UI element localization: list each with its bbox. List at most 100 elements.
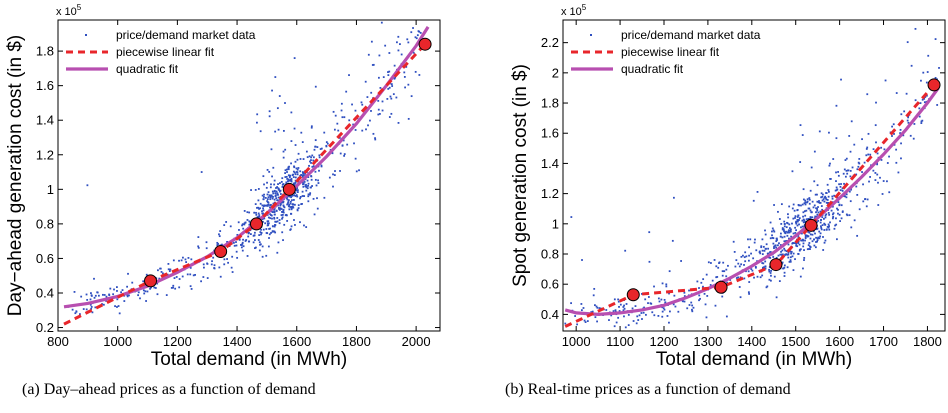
data-point: [869, 153, 872, 156]
x-tick-label: 1000: [562, 334, 591, 349]
data-point: [864, 198, 866, 201]
data-point: [310, 125, 313, 128]
data-point: [341, 116, 344, 119]
y-tick-label: 0.8: [36, 216, 54, 231]
data-point: [270, 231, 272, 234]
data-point: [783, 235, 786, 238]
data-point: [259, 243, 262, 246]
data-point: [771, 234, 773, 237]
data-point: [170, 286, 173, 289]
data-point: [279, 189, 282, 192]
data-point: [257, 239, 260, 241]
data-point: [661, 310, 664, 313]
data-point: [831, 195, 834, 198]
data-point: [205, 241, 208, 244]
data-point: [762, 262, 765, 265]
data-point: [283, 206, 286, 209]
data-point: [247, 235, 250, 238]
data-point: [159, 267, 161, 270]
data-point: [699, 297, 701, 300]
data-point: [284, 172, 287, 174]
data-point: [294, 195, 297, 197]
data-point: [293, 171, 296, 174]
data-point: [831, 213, 834, 216]
data-point: [605, 309, 608, 311]
data-point: [274, 192, 277, 195]
data-point: [279, 207, 282, 210]
y-tick-label: 1: [552, 216, 559, 231]
data-point: [906, 41, 909, 44]
data-point: [683, 291, 686, 294]
data-point: [764, 229, 766, 232]
data-point: [850, 226, 853, 229]
data-point: [403, 76, 406, 78]
data-point: [284, 176, 287, 178]
data-point: [325, 144, 328, 147]
data-point: [781, 261, 784, 264]
data-point: [295, 167, 298, 170]
data-point: [241, 241, 244, 244]
data-point: [804, 203, 807, 206]
data-point: [733, 250, 736, 253]
data-point: [899, 128, 902, 131]
data-point: [824, 223, 827, 226]
data-point: [789, 256, 792, 259]
data-point: [352, 123, 355, 126]
data-point: [797, 235, 800, 237]
data-point: [750, 268, 753, 271]
data-point: [226, 241, 229, 243]
data-point: [663, 308, 666, 311]
data-point: [792, 242, 795, 245]
data-point: [791, 170, 794, 173]
data-point: [843, 182, 845, 185]
data-point: [257, 199, 260, 202]
data-point: [564, 322, 567, 325]
data-point: [294, 192, 297, 194]
data-point: [278, 95, 281, 97]
data-point: [266, 181, 268, 184]
data-point: [267, 224, 270, 226]
data-point: [218, 233, 220, 236]
data-point: [817, 206, 819, 208]
data-point: [814, 215, 817, 218]
data-point: [866, 93, 869, 96]
data-point: [806, 234, 809, 237]
data-point: [914, 27, 917, 30]
data-point: [835, 104, 838, 107]
data-point: [825, 192, 828, 194]
data-point: [691, 310, 694, 313]
data-point: [661, 315, 664, 318]
data-point: [282, 150, 285, 153]
data-point: [649, 302, 652, 305]
data-point: [688, 304, 691, 306]
data-point: [268, 110, 271, 113]
data-point: [309, 160, 311, 163]
data-point: [807, 244, 810, 247]
data-point: [759, 276, 762, 279]
data-point: [828, 225, 830, 227]
data-point: [801, 232, 803, 235]
data-point: [707, 261, 710, 264]
data-point: [145, 273, 148, 276]
data-point: [307, 182, 310, 185]
data-point: [267, 201, 270, 204]
y-multiplier: x 105: [56, 3, 82, 18]
data-point: [596, 320, 598, 323]
data-point: [662, 307, 665, 310]
data-point: [360, 101, 363, 104]
data-point: [156, 293, 159, 296]
data-point: [816, 200, 819, 203]
data-point: [182, 256, 184, 259]
data-point: [617, 300, 620, 303]
data-point: [843, 168, 846, 171]
data-point: [804, 236, 807, 238]
data-point: [735, 259, 738, 262]
data-point: [570, 302, 572, 305]
data-point: [287, 202, 289, 205]
data-point: [789, 260, 792, 263]
data-point: [802, 198, 805, 201]
data-point: [394, 76, 397, 79]
data-point: [823, 241, 826, 244]
data-point: [287, 195, 289, 198]
data-point: [293, 219, 295, 221]
